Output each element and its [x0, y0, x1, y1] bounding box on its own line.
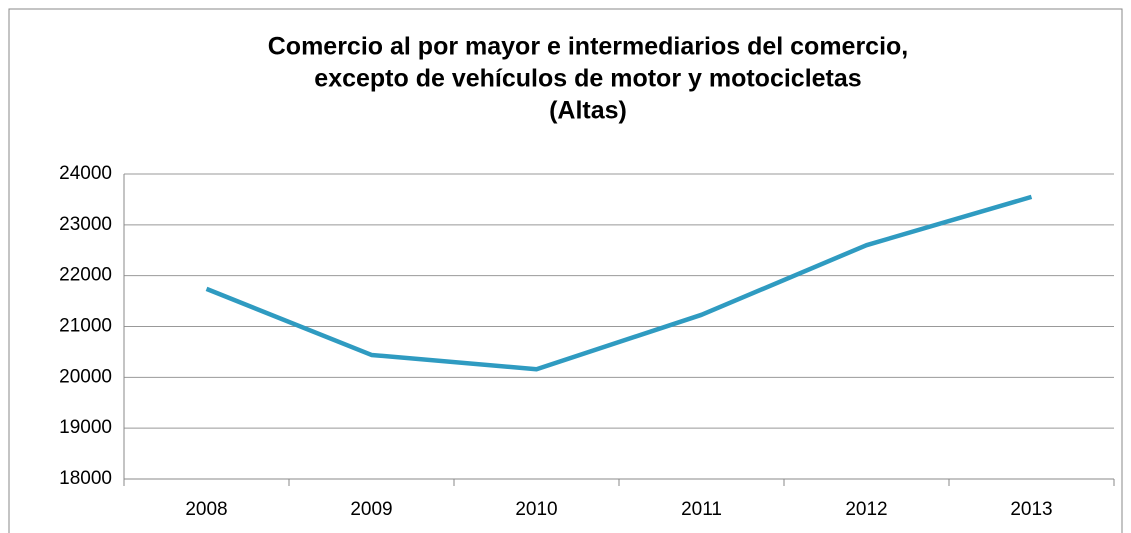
- y-tick-label: 21000: [59, 316, 112, 337]
- x-tick-label: 2012: [845, 499, 887, 520]
- y-tick-label: 24000: [59, 163, 112, 184]
- y-tick-label: 22000: [59, 265, 112, 286]
- y-tick-label: 23000: [59, 214, 112, 235]
- line-series: [205, 194, 1033, 372]
- chart-title: Comercio al por mayor e intermediarios d…: [268, 33, 909, 61]
- chart-frame: [8, 8, 1123, 533]
- x-tick-label: 2009: [350, 499, 392, 520]
- y-tick-label: 20000: [59, 366, 112, 387]
- x-tick-label: 2008: [185, 499, 227, 520]
- y-tick-label: 19000: [59, 417, 112, 438]
- x-tick-label: 2010: [515, 499, 557, 520]
- x-tick-label: 2011: [681, 499, 722, 520]
- x-tick-label: 2013: [1010, 499, 1052, 520]
- chart-title: excepto de vehículos de motor y motocicl…: [314, 65, 861, 93]
- y-tick-label: 18000: [59, 468, 112, 489]
- chart-title: (Altas): [549, 97, 627, 125]
